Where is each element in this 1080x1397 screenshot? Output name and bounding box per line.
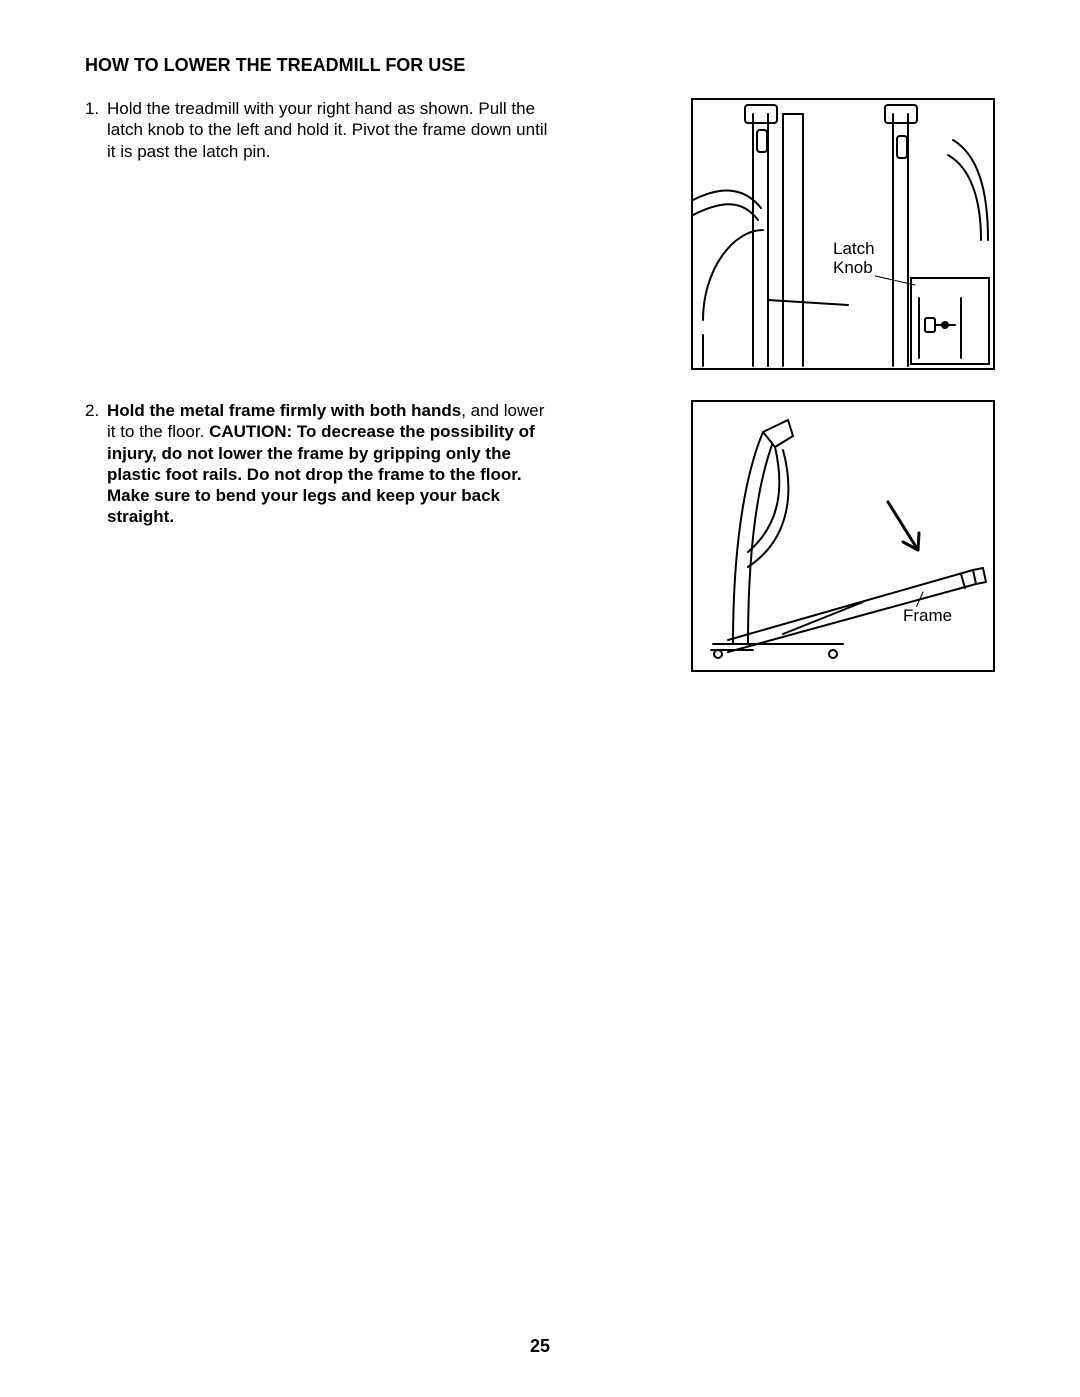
step-2-text: Hold the metal frame firmly with both ha… (107, 400, 555, 528)
section-heading: HOW TO LOWER THE TREADMILL FOR USE (85, 55, 995, 76)
step-1-number: 1. (85, 98, 107, 162)
step-1-row: 1. Hold the treadmill with your right ha… (85, 98, 995, 370)
step-1-figure: Latch Knob (691, 98, 995, 370)
step-1-figure-column: Latch Knob (691, 98, 995, 370)
treadmill-folded-icon (693, 100, 993, 368)
document-page: HOW TO LOWER THE TREADMILL FOR USE 1. Ho… (0, 0, 1080, 1397)
frame-label: Frame (903, 607, 952, 626)
step-1-text: Hold the treadmill with your right hand … (107, 98, 555, 162)
step-2-text-column: 2. Hold the metal frame firmly with both… (85, 400, 575, 672)
treadmill-lowering-icon (693, 402, 993, 670)
latch-knob-label: Latch Knob (833, 240, 875, 277)
step-2-number: 2. (85, 400, 107, 528)
step-2-item: 2. Hold the metal frame firmly with both… (85, 400, 555, 528)
step-2-figure: Frame (691, 400, 995, 672)
step-2-row: 2. Hold the metal frame firmly with both… (85, 400, 995, 672)
step-2-figure-column: Frame (691, 400, 995, 672)
step-1-item: 1. Hold the treadmill with your right ha… (85, 98, 555, 162)
page-number: 25 (0, 1336, 1080, 1357)
step-1-text-column: 1. Hold the treadmill with your right ha… (85, 98, 575, 370)
step-2-bold-lead: Hold the metal frame firmly with both ha… (107, 401, 461, 420)
